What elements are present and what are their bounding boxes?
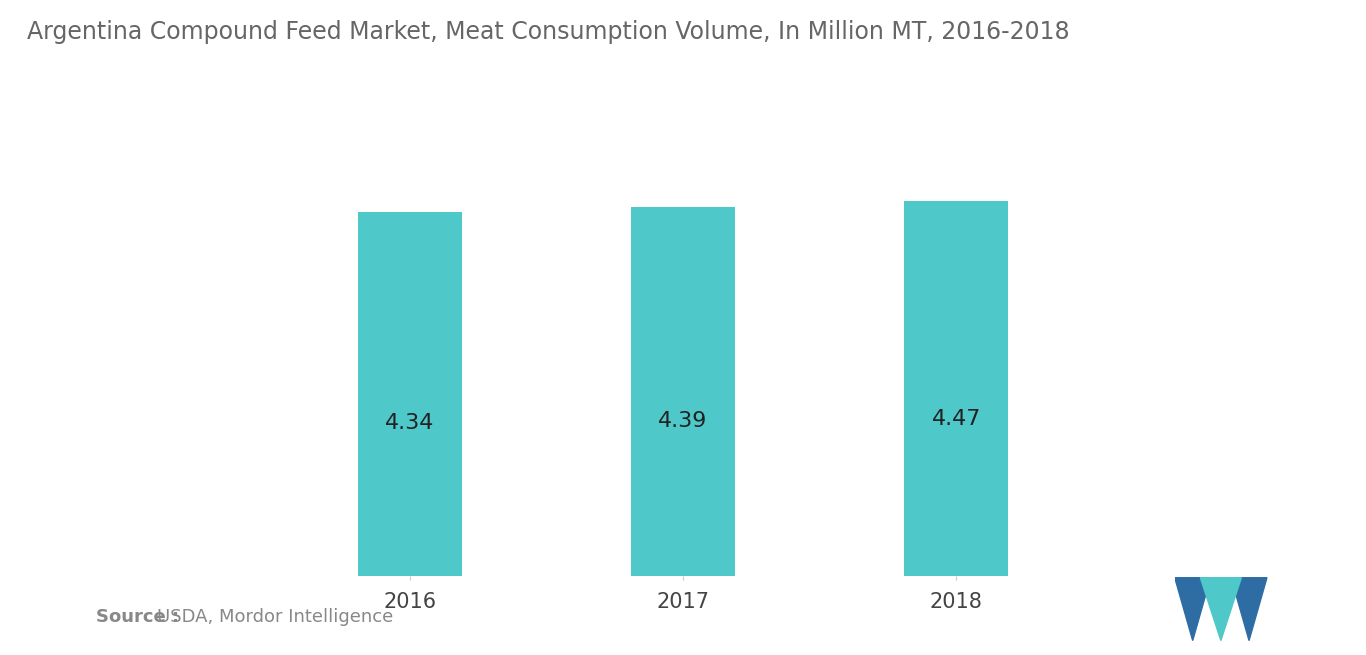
Polygon shape	[1175, 578, 1210, 641]
Text: USDA, Mordor Intelligence: USDA, Mordor Intelligence	[157, 608, 393, 626]
Text: 4.39: 4.39	[658, 411, 708, 432]
Text: 4.34: 4.34	[385, 413, 434, 433]
Bar	[904, 200, 1008, 576]
Text: Source :: Source :	[96, 608, 179, 626]
Polygon shape	[1201, 578, 1242, 641]
Bar	[358, 212, 462, 576]
Text: 4.47: 4.47	[932, 409, 981, 428]
Text: Argentina Compound Feed Market, Meat Consumption Volume, In Million MT, 2016-201: Argentina Compound Feed Market, Meat Con…	[27, 20, 1070, 44]
Polygon shape	[1231, 578, 1268, 641]
Bar	[631, 208, 735, 576]
